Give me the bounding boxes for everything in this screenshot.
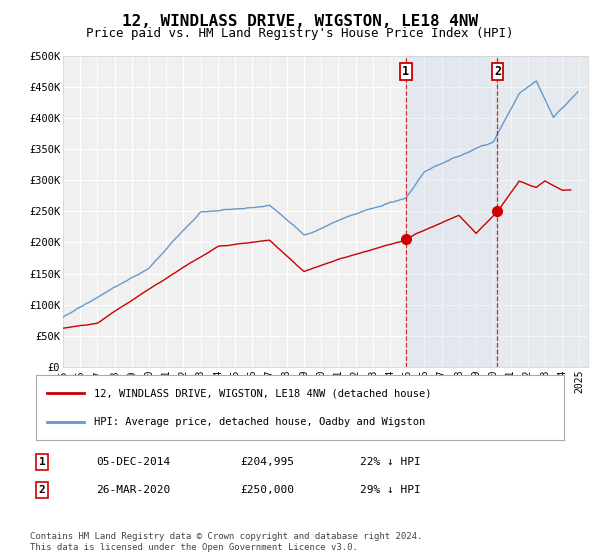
Text: £204,995: £204,995 [240,457,294,467]
Text: 12, WINDLASS DRIVE, WIGSTON, LE18 4NW (detached house): 12, WINDLASS DRIVE, WIGSTON, LE18 4NW (d… [94,388,431,398]
Text: 2: 2 [38,485,46,495]
Text: 05-DEC-2014: 05-DEC-2014 [96,457,170,467]
Text: Price paid vs. HM Land Registry's House Price Index (HPI): Price paid vs. HM Land Registry's House … [86,27,514,40]
Text: 1: 1 [403,65,409,78]
Text: 2: 2 [494,65,501,78]
Text: 29% ↓ HPI: 29% ↓ HPI [360,485,421,495]
Text: £250,000: £250,000 [240,485,294,495]
Bar [497,56,588,367]
Text: Contains HM Land Registry data © Crown copyright and database right 2024.
This d: Contains HM Land Registry data © Crown c… [30,532,422,552]
Text: 12, WINDLASS DRIVE, WIGSTON, LE18 4NW: 12, WINDLASS DRIVE, WIGSTON, LE18 4NW [122,14,478,29]
Text: HPI: Average price, detached house, Oadby and Wigston: HPI: Average price, detached house, Oadb… [94,417,425,427]
Text: 1: 1 [38,457,46,467]
Bar [406,56,497,367]
Text: 22% ↓ HPI: 22% ↓ HPI [360,457,421,467]
Text: 26-MAR-2020: 26-MAR-2020 [96,485,170,495]
